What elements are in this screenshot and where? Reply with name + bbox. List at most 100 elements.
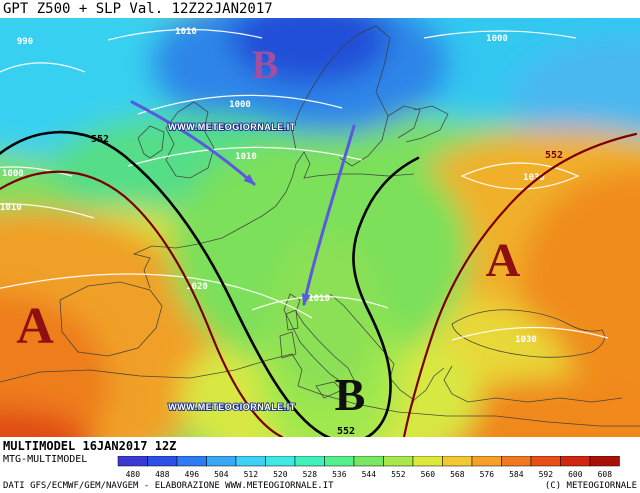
contour-552-darkred-left (0, 170, 284, 437)
colorbar-cell (471, 456, 502, 467)
watermarks: WWW.METEOGIORNALE.IT WWW.METEOGIORNALE.I… (167, 121, 296, 413)
model-name-line: MTG-MULTIMODEL (3, 454, 88, 465)
colorbar-cell (294, 456, 325, 467)
z500-field (0, 18, 640, 437)
colorbar-cells (117, 456, 620, 467)
coastlines (0, 25, 640, 427)
slp-label: 1000 (2, 169, 24, 179)
coastline-britain (165, 101, 215, 179)
colorbar: 480 488 496 504 512 520 528 536 544 552 … (117, 456, 620, 479)
colorbar-cell (383, 456, 414, 467)
isobar-line (423, 30, 577, 39)
colorbar-cell (117, 456, 148, 467)
coastline-west-europe (132, 151, 415, 289)
contour-552-darkred-right (402, 132, 638, 437)
colorbar-cell (560, 456, 591, 467)
colorbar-value: 552 (391, 470, 406, 479)
footer: MULTIMODEL 16JAN2017 12Z MTG-MULTIMODEL (0, 437, 640, 493)
colorbar-value: 536 (332, 470, 347, 479)
pressure-center-b-south: B (335, 369, 366, 420)
slp-label: 1020 (186, 282, 208, 292)
isobar-line (460, 162, 580, 190)
colorbar-value: 544 (362, 470, 377, 479)
colorbar-value: 592 (539, 470, 554, 479)
colorbar-value: 528 (303, 470, 318, 479)
pressure-center-a-east: A (486, 234, 521, 287)
coastline-balkans-greece (329, 293, 445, 411)
colorbar-value: 568 (450, 470, 465, 479)
colorbar-cell (235, 456, 266, 467)
coastline-black-sea (451, 309, 605, 358)
coastline-iberia (59, 281, 163, 357)
coastline-islands (279, 309, 343, 399)
coastline-scandinavia (291, 25, 391, 167)
colorbar-cell (501, 456, 532, 467)
colorbar-cell (589, 456, 620, 467)
jet-arrow (301, 124, 356, 306)
watermark-text: WWW.METEOGIORNALE.IT (168, 122, 296, 132)
coastline-baltic (387, 105, 449, 143)
coastline-africa (0, 353, 640, 427)
coastline-ireland (137, 125, 165, 159)
isobar-line (137, 94, 343, 115)
colorbar-value: 600 (568, 470, 583, 479)
credits-line: DATI GFS/ECMWF/GEM/NAVGEM - ELABORAZIONE… (3, 481, 637, 491)
map-area: 990 1010 1000 1010 1000 1000 1010 1030 1… (0, 18, 640, 437)
jet-arrow (130, 100, 256, 186)
colorbar-value: 520 (273, 470, 288, 479)
colorbar-cell (324, 456, 355, 467)
isobar-line (127, 146, 363, 167)
flow-arrows (130, 100, 356, 306)
colorbar-cell (206, 456, 237, 467)
credits-right: (C) METEOGIORNALE (544, 481, 637, 491)
colorbar-value: 504 (214, 470, 229, 479)
colorbar-value: 512 (244, 470, 259, 479)
colorbar-value: 480 (126, 470, 141, 479)
gpt-label: 552 (337, 426, 355, 437)
colorbar-cell (442, 456, 473, 467)
z500-contours (0, 130, 638, 437)
pressure-center-b-north: B (252, 42, 279, 87)
colorbar-cell (147, 456, 178, 467)
map-title: GPT Z500 + SLP Val. 12Z22JAN2017 (0, 0, 640, 18)
isobar-line (0, 62, 86, 73)
isobar-line (0, 203, 95, 219)
colorbar-cell (412, 456, 443, 467)
colorbar-value: 488 (155, 470, 170, 479)
z500-slp-chart: 990 1010 1000 1010 1000 1000 1010 1030 1… (0, 18, 640, 437)
gpt-label: 552 (91, 134, 109, 145)
isobar-line (251, 295, 389, 311)
slp-label: 1010 (175, 27, 197, 37)
colorbar-value: 608 (598, 470, 613, 479)
coastline-italy (283, 293, 355, 385)
colorbar-value: 584 (509, 470, 524, 479)
slp-labels: 990 1010 1000 1010 1000 1000 1010 1030 1… (0, 27, 545, 345)
slp-label: 1010 (0, 203, 22, 213)
colorbar-cell (265, 456, 296, 467)
colorbar-cell (353, 456, 384, 467)
colorbar-values: 480 488 496 504 512 520 528 536 544 552 … (126, 470, 613, 479)
field-region (0, 293, 110, 437)
field-region (520, 168, 640, 388)
model-run-line: MULTIMODEL 16JAN2017 12Z (3, 439, 177, 453)
field-region (0, 410, 91, 437)
colorbar-value: 576 (480, 470, 495, 479)
contour-552-black-main (0, 130, 420, 437)
slp-label: 1030 (523, 173, 545, 183)
coastline-anatolia (443, 365, 623, 403)
pressure-centers: B A A B (16, 42, 520, 420)
gpt-labels: 552 552 552 (91, 134, 563, 437)
slp-label: 1000 (486, 34, 508, 44)
colorbar-value: 496 (185, 470, 200, 479)
pressure-center-a-west: A (16, 298, 54, 355)
isobar-line (107, 28, 263, 41)
credits-left: DATI GFS/ECMWF/GEM/NAVGEM - ELABORAZIONE… (3, 481, 334, 491)
colorbar-cell (176, 456, 207, 467)
field-region (270, 233, 380, 403)
colorbar-value: 560 (421, 470, 436, 479)
field-region (230, 18, 390, 85)
isobar-line (0, 166, 73, 177)
field-region (510, 38, 640, 158)
watermark-text: WWW.METEOGIORNALE.IT (168, 402, 296, 412)
